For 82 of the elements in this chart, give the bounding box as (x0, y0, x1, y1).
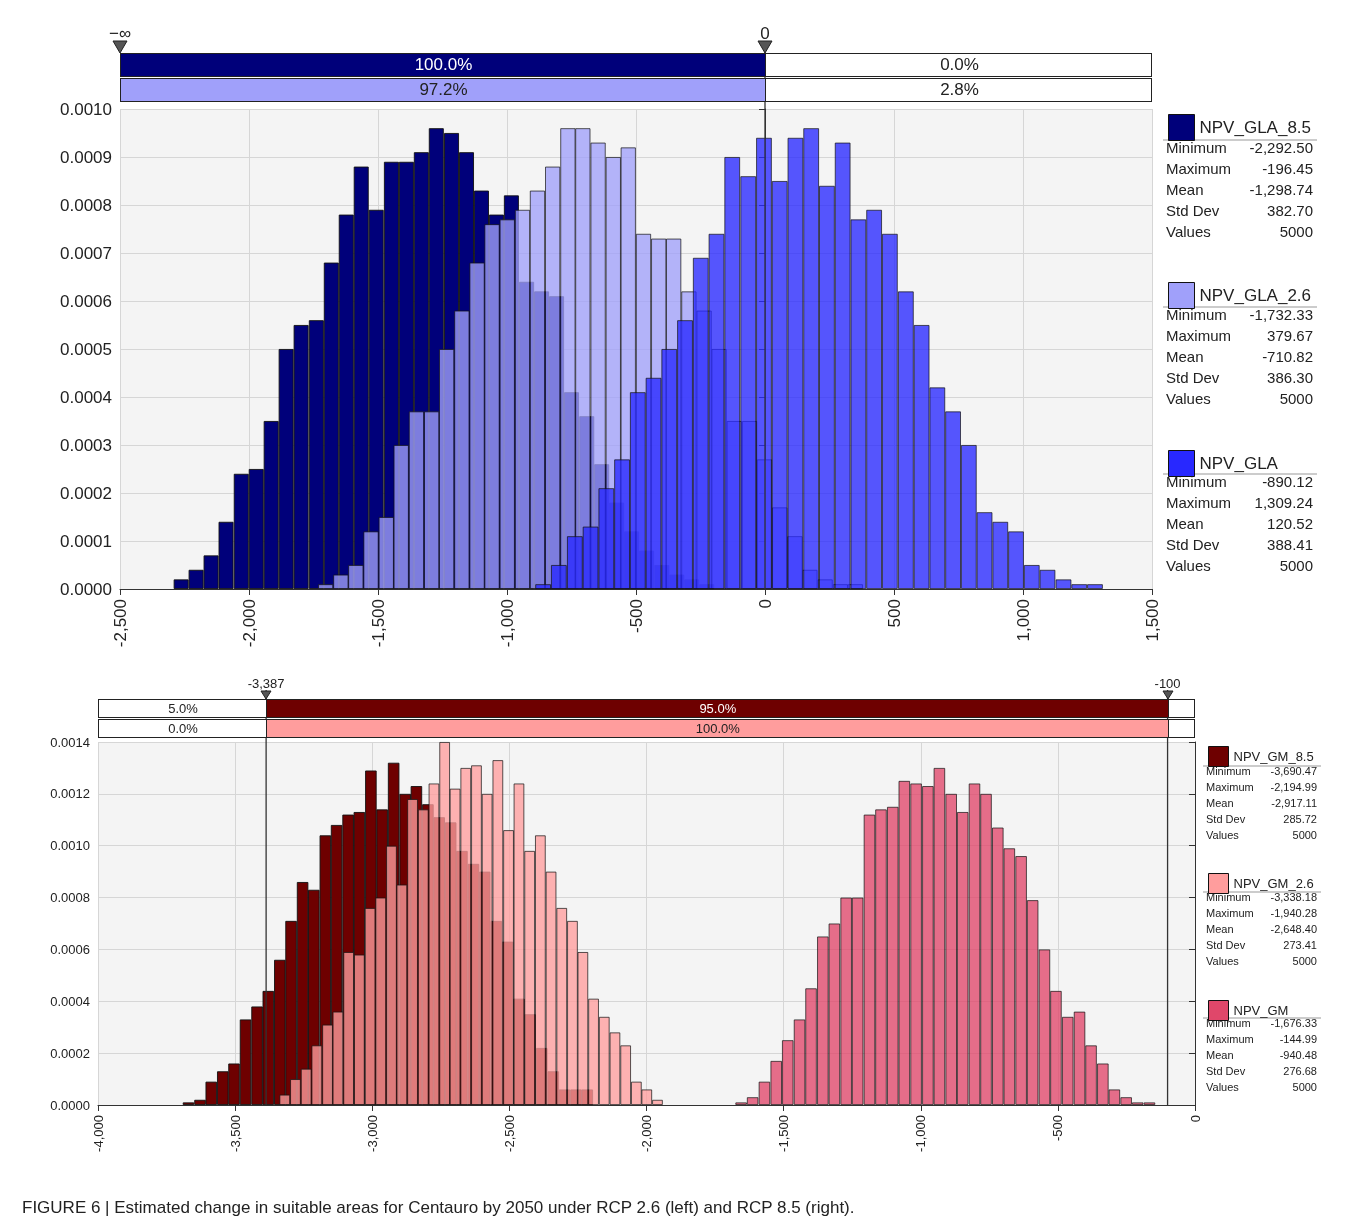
percent-strip: 100.0% 0.0% (120, 53, 1152, 77)
percent-strip: 97.2% 2.8% (120, 78, 1152, 102)
text: Minimum -3,690.47 (1206, 765, 1317, 777)
text: Std Dev 382.70 (1166, 201, 1313, 219)
text: Mean -1,298.74 (1166, 180, 1313, 198)
text: Values 5000 (1166, 556, 1313, 574)
x-tick-label: -3,500 (227, 1115, 243, 1152)
x-tick-label: 500 (884, 599, 904, 628)
text: Mean -940.48 (1206, 1049, 1317, 1061)
text: Std Dev 386.30 (1166, 368, 1313, 386)
text: Values 5000 (1206, 829, 1317, 841)
ref-line-label: -3,387 (247, 676, 285, 691)
x-tick-label: -1,500 (368, 599, 388, 648)
x-tick-label: 1,000 (1013, 599, 1033, 642)
x-tick-label: -2,500 (110, 599, 130, 648)
x-tick-label: -4,000 (90, 1115, 106, 1152)
text: Mean 120.52 (1166, 514, 1313, 532)
text: Maximum -2,194.99 (1206, 781, 1317, 793)
text: Mean -2,648.40 (1206, 923, 1317, 935)
ref-line-label: -100 (1154, 676, 1181, 691)
legend-label: NPV_GLA (1199, 454, 1279, 473)
y-tick-label: 0.0005 (60, 339, 112, 359)
legend-label: NPV_GM (1233, 1003, 1289, 1018)
legend-label: NPV_GLA_8.5 (1199, 118, 1312, 137)
x-tick-label: -2,500 (501, 1115, 517, 1152)
text: Maximum 1,309.24 (1166, 493, 1313, 511)
y-tick-label: 0.0002 (50, 1045, 90, 1061)
text: −∞ (108, 24, 132, 44)
x-tick-label: 1,500 (1142, 599, 1162, 642)
y-tick-label: 0.0010 (60, 99, 112, 119)
y-tick-label: 0.0004 (60, 387, 112, 407)
y-tick-label: 0.0001 (60, 531, 112, 551)
x-tick-label: -1,000 (497, 599, 517, 648)
legend-label: NPV_GLA_2.6 (1199, 286, 1312, 305)
y-tick-label: 0.0004 (50, 993, 90, 1009)
y-tick-label: 0.0006 (60, 291, 112, 311)
y-tick-label: 0.0007 (60, 243, 112, 263)
ref-line-label: 0 (760, 24, 770, 44)
caption: FIGURE 6 | Estimated change in suitable areas for Centauro by 2050 under RCP 2.6 (left) and RCP 8.5 (right). (22, 1198, 855, 1218)
text: Mean -710.82 (1166, 347, 1313, 365)
x-tick-label: -2,000 (639, 1115, 654, 1152)
x-tick-label: -500 (1050, 1115, 1066, 1142)
text: Maximum -196.45 (1166, 159, 1313, 177)
text: Minimum -1,732.33 (1166, 305, 1313, 323)
y-tick-label: 0.0003 (60, 435, 112, 455)
y-tick-label: 0.0002 (60, 483, 112, 503)
percent-strip: 0.0% 100.0% (98, 719, 1195, 738)
text: Std Dev 285.72 (1206, 813, 1317, 825)
x-tick-label: 0 (1187, 1115, 1203, 1123)
text: Minimum -1,676.33 (1206, 1017, 1317, 1029)
legend-label: NPV_GM_2.6 (1233, 876, 1314, 891)
y-tick-label: 0.0010 (50, 838, 90, 854)
text: Values 5000 (1206, 955, 1317, 967)
x-tick-label: -1,000 (913, 1115, 929, 1152)
x-tick-label: -500 (626, 599, 646, 634)
y-tick-label: 0.0014 (50, 734, 90, 750)
text: Maximum -144.99 (1206, 1033, 1317, 1045)
y-tick-label: 0.0006 (50, 941, 90, 957)
text: Mean -2,917.11 (1206, 797, 1317, 809)
y-tick-label: 0.0000 (50, 1097, 90, 1113)
y-tick-label: 0.0008 (60, 195, 112, 215)
x-tick-label: 0 (755, 599, 775, 609)
percent-strip: 5.0% 95.0% (98, 699, 1195, 718)
x-tick-label: -3,000 (364, 1115, 380, 1152)
text: Minimum -890.12 (1166, 472, 1313, 490)
text: Std Dev 276.68 (1206, 1065, 1317, 1077)
text: Std Dev 388.41 (1166, 535, 1313, 553)
y-tick-label: 0.0009 (60, 147, 112, 167)
text: Values 5000 (1166, 222, 1313, 240)
y-tick-label: 0.0000 (60, 579, 112, 599)
text: Values 5000 (1166, 389, 1313, 407)
text: Maximum -1,940.28 (1206, 907, 1317, 919)
x-tick-label: -2,000 (239, 599, 259, 648)
text: Minimum -2,292.50 (1166, 138, 1313, 156)
text: Maximum 379.67 (1166, 326, 1313, 344)
y-tick-label: 0.0008 (50, 890, 90, 906)
x-tick-label: -1,500 (776, 1115, 792, 1152)
text: Minimum -3,338.18 (1206, 891, 1317, 903)
text: Std Dev 273.41 (1206, 939, 1317, 951)
y-tick-label: 0.0012 (50, 786, 90, 802)
text: Values 5000 (1206, 1081, 1317, 1093)
legend-label: NPV_GM_8.5 (1233, 749, 1314, 764)
